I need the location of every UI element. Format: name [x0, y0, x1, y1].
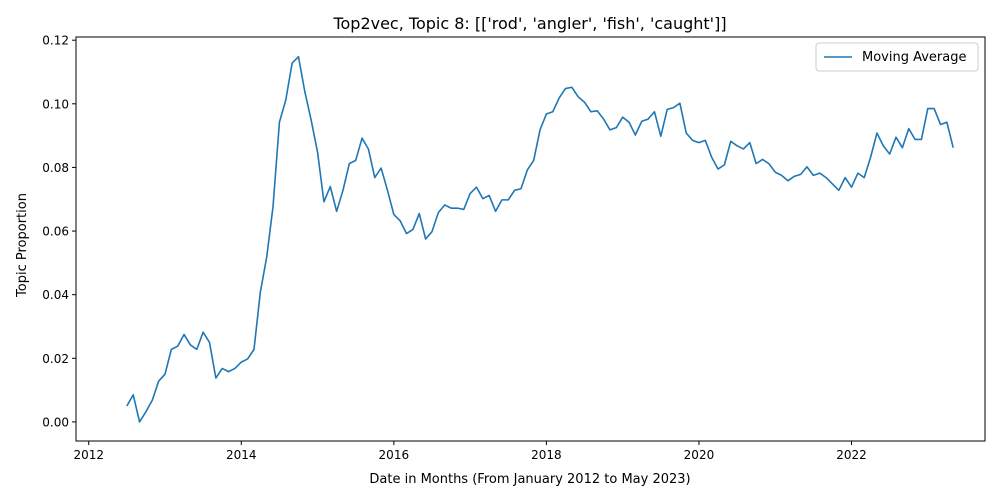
legend-label: Moving Average — [862, 50, 966, 65]
legend: Moving Average — [815, 42, 979, 72]
x-axis-ticks: 2012 2014 2016 2018 2020 2022 — [73, 441, 867, 462]
x-tick-label: 2018 — [531, 448, 562, 462]
x-tick-label: 2020 — [684, 448, 715, 462]
legend-box — [815, 42, 979, 72]
series-layer — [126, 55, 954, 423]
y-tick-label: 0.00 — [42, 415, 69, 429]
y-tick-label: 0.02 — [42, 352, 69, 366]
x-tick-label: 2016 — [379, 448, 410, 462]
y-tick-label: 0.08 — [42, 161, 69, 175]
series-line-0 — [126, 55, 954, 423]
x-tick-label: 2014 — [226, 448, 257, 462]
y-tick-label: 0.06 — [42, 225, 69, 239]
y-tick-label: 0.04 — [42, 288, 69, 302]
y-tick-label: 0.10 — [42, 97, 69, 111]
y-tick-label: 0.12 — [42, 34, 69, 48]
y-axis-ticks: 0.00 0.02 0.04 0.06 0.08 0.10 0.12 — [42, 34, 76, 429]
x-tick-label: 2012 — [73, 448, 104, 462]
plot-frame — [75, 36, 986, 442]
y-axis-label: Topic Proportion — [15, 193, 30, 298]
x-tick-label: 2022 — [836, 448, 867, 462]
chart-title: Top2vec, Topic 8: [['rod', 'angler', 'fi… — [332, 14, 726, 33]
x-axis-label: Date in Months (From January 2012 to May… — [369, 472, 690, 487]
